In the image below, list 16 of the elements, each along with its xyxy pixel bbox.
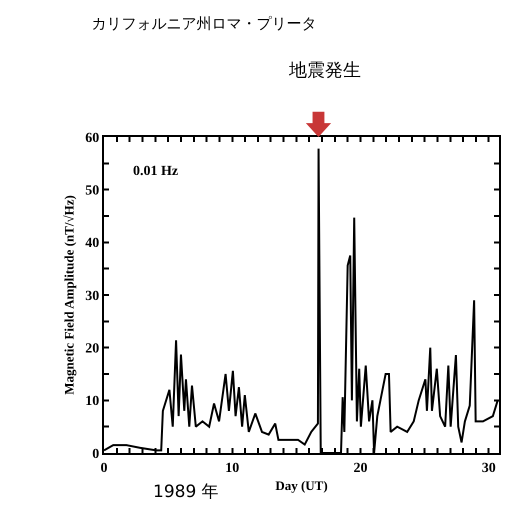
x-tick-label: 20 [353,460,368,476]
x-axis-title: Day (UT) [275,478,328,493]
y-axis-title: Magnetic Field Amplitude (nT/√Hz) [62,195,77,395]
y-tick-label: 50 [85,184,100,199]
text: 1989 年 [153,482,219,502]
y-tick-label: 30 [85,288,100,304]
x-tick-label: 30 [482,460,496,476]
annotation: 0.01 Hz [133,164,178,179]
x-tick-label: 10 [225,460,240,476]
y-tick-label: 20 [85,342,100,357]
y-tick-label: 0 [92,446,100,462]
y-tick-label: 40 [85,236,100,252]
chart-title: カリフォルニア州ロマ・プリータ [91,14,316,32]
text: 地震発生 [288,60,361,81]
y-tick-label: 60 [85,130,100,146]
y-tick-label: 10 [85,394,100,410]
